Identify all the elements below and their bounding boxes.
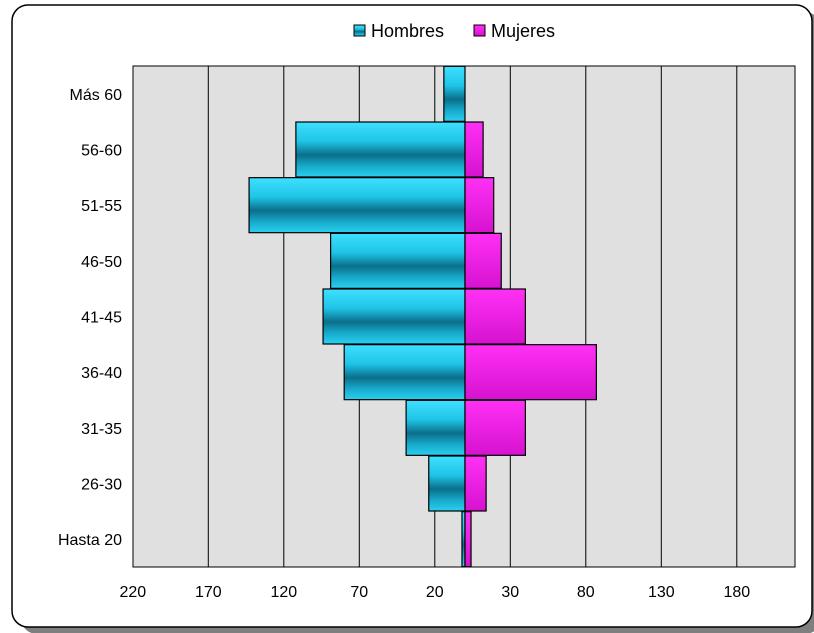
legend: Hombres Mujeres [353, 21, 555, 41]
y-tick-label-7: 56-60 [81, 143, 122, 160]
x-tick-label-1: 170 [195, 584, 222, 601]
x-tick-label-4: 20 [426, 584, 444, 601]
bar-mujeres-6 [464, 177, 495, 234]
x-tick-label-3: 70 [350, 584, 368, 601]
bars [248, 65, 597, 568]
bar-mujeres-7 [464, 121, 484, 178]
y-tick-label-6: 51-55 [81, 198, 122, 215]
bar-hombres-7 [295, 121, 466, 178]
y-tick-label-1: 26-30 [81, 477, 122, 494]
y-axis-labels: Hasta 20 26-30 31-35 36-40 41-45 46-50 51-55 56… [58, 87, 122, 549]
bar-mujeres-5 [464, 232, 502, 289]
legend-swatch-mujeres [473, 24, 486, 37]
bar-mujeres-1 [464, 455, 487, 512]
bar-hombres-5 [330, 232, 466, 289]
legend-swatch-hombres [353, 24, 366, 37]
y-tick-label-2: 31-35 [81, 421, 122, 438]
bar-mujeres-4 [464, 288, 527, 345]
y-tick-label-0: Hasta 20 [58, 532, 122, 549]
bar-hombres-8 [443, 65, 466, 122]
bar-mujeres-3 [464, 344, 597, 401]
x-tick-label-0: 220 [119, 584, 146, 601]
bar-hombres-2 [405, 399, 466, 456]
bar-hombres-6 [248, 177, 466, 234]
legend-label-hombres: Hombres [371, 21, 444, 41]
x-tick-label-8: 180 [723, 584, 750, 601]
x-tick-label-2: 120 [270, 584, 297, 601]
legend-label-mujeres: Mujeres [491, 21, 555, 41]
x-tick-label-5: 30 [501, 584, 519, 601]
y-tick-label-4: 41-45 [81, 310, 122, 327]
bar-mujeres-0 [464, 511, 472, 568]
bar-hombres-4 [322, 288, 466, 345]
x-axis-labels: 220 170 120 70 20 30 80 130 180 [119, 584, 750, 601]
bar-hombres-3 [343, 344, 466, 401]
x-tick-label-7: 130 [648, 584, 675, 601]
y-tick-label-8: Más 60 [70, 87, 123, 104]
bar-hombres-1 [428, 455, 466, 512]
x-tick-label-6: 80 [577, 584, 595, 601]
bar-mujeres-2 [464, 399, 527, 456]
y-tick-label-5: 46-50 [81, 254, 122, 271]
y-tick-label-3: 36-40 [81, 365, 122, 382]
